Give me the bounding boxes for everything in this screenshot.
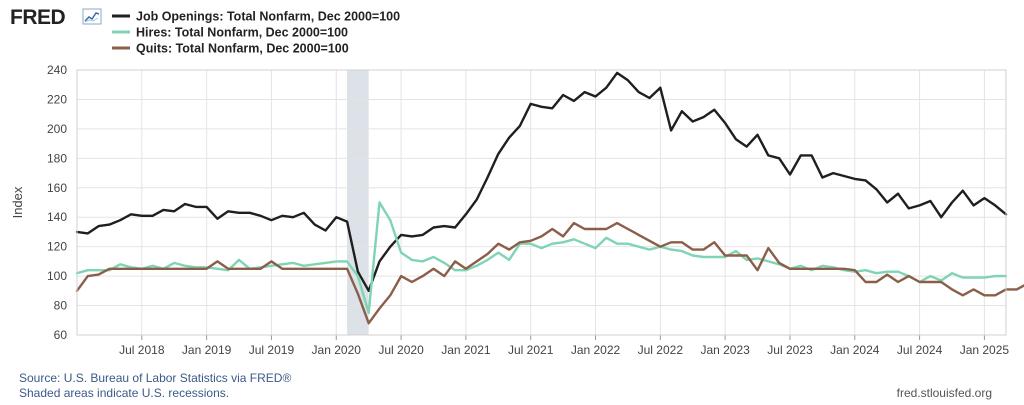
y-tick-label: 80 — [54, 299, 68, 313]
y-tick-label: 240 — [47, 63, 67, 77]
legend-label-hires: Hires: Total Nonfarm, Dec 2000=100 — [136, 26, 348, 40]
legend-label-openings: Job Openings: Total Nonfarm, Dec 2000=10… — [136, 10, 400, 24]
y-axis-title: Index — [10, 186, 25, 218]
y-tick-label: 120 — [47, 240, 67, 254]
y-tick-label: 180 — [47, 151, 67, 165]
series-line-hires — [75, 201, 1008, 315]
fred-logo[interactable]: FRED — [10, 6, 102, 29]
x-tick-label: Jul 2019 — [249, 343, 295, 357]
gridlines — [77, 69, 1006, 335]
chart-area: FRED Job Openings: Total Nonfarm, Dec 20… — [10, 6, 1024, 357]
y-tick-label: 220 — [47, 92, 67, 106]
x-tick-label: Jul 2021 — [508, 343, 554, 357]
x-tick-label: Jul 2018 — [119, 343, 165, 357]
y-tick-label: 140 — [47, 210, 67, 224]
x-tick-label: Jan 2019 — [182, 343, 232, 357]
y-tick-label: 200 — [47, 122, 67, 136]
fred-logo-text: FRED — [10, 6, 66, 29]
series-line-openings — [75, 71, 1008, 292]
source-note: Source: U.S. Bureau of Labor Statistics … — [19, 371, 292, 385]
y-tick-label: 100 — [47, 269, 67, 283]
x-tick-label: Jan 2024 — [830, 343, 880, 357]
x-tick-label: Jan 2023 — [700, 343, 750, 357]
x-tick-label: Jan 2025 — [960, 343, 1010, 357]
axes: 60 80 100 120 140 160 180 200 220 240 Jul 2018 Jan … — [10, 63, 1009, 357]
legend-label-quits: Quits: Total Nonfarm, Dec 2000=100 — [136, 42, 349, 56]
x-tick-label: Jan 2020 — [312, 343, 362, 357]
y-tick-label: 160 — [47, 181, 67, 195]
plot-border — [76, 69, 1007, 336]
recession-note: Shaded areas indicate U.S. recessions. — [19, 386, 230, 400]
x-tick-label: Jul 2020 — [378, 343, 424, 357]
fred-logo-graph-icon — [82, 8, 102, 25]
x-tick-label: Jan 2021 — [441, 343, 491, 357]
x-tick-label: Jul 2023 — [767, 343, 813, 357]
legend: Job Openings: Total Nonfarm, Dec 2000=10… — [112, 10, 400, 56]
y-tick-label: 60 — [54, 328, 68, 342]
series-line-quits — [75, 221, 1024, 325]
series-lines — [75, 71, 1024, 325]
x-tick-label: Jul 2022 — [638, 343, 684, 357]
x-tick-label: Jul 2024 — [897, 343, 943, 357]
x-tick-label: Jan 2022 — [571, 343, 621, 357]
fred-url[interactable]: fred.stlouisfed.org — [896, 386, 992, 400]
plot-area: 60 80 100 120 140 160 180 200 220 240 Jul 2018 Jan … — [10, 63, 1024, 357]
